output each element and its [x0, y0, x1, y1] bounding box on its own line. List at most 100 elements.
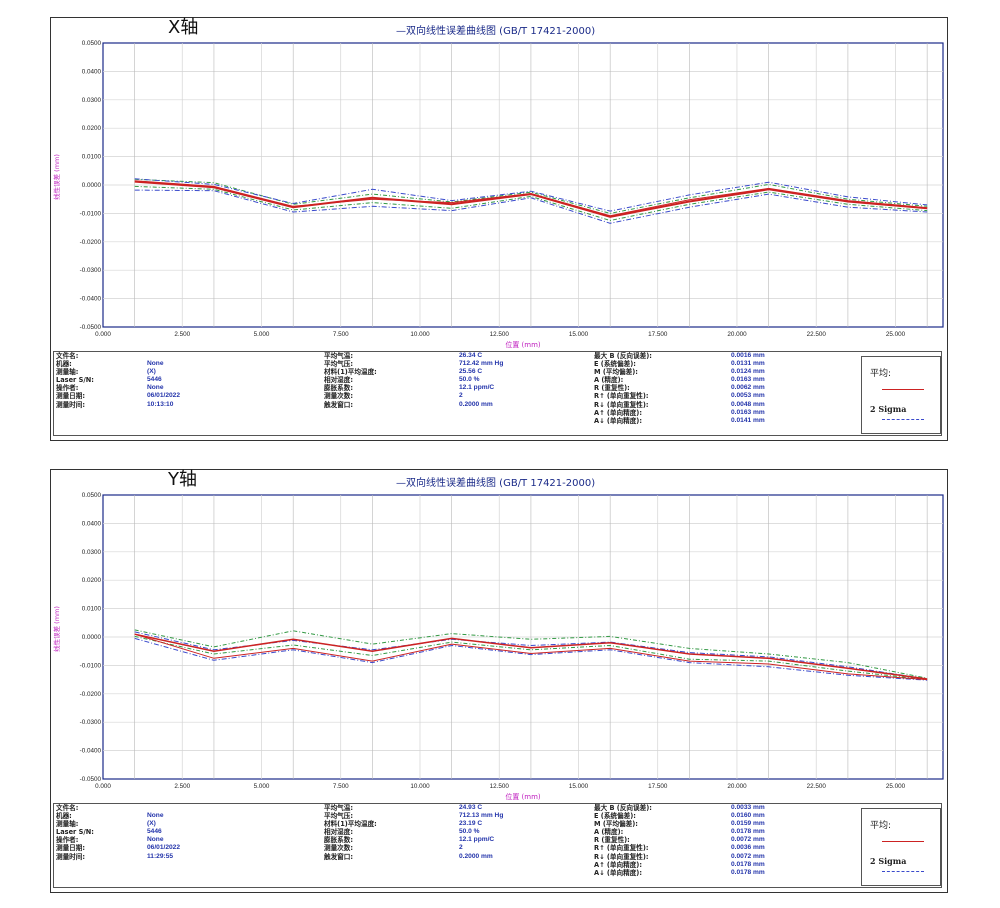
info-cell: 相对湿度: [324, 376, 354, 385]
legend-sigma-line [882, 871, 924, 872]
legend: 平均: 2 Sigma [861, 356, 941, 434]
info-col-values-2: 26.34 C 712.42 mm Hg 25.56 C 50.0 % 12.1 ppm… [459, 352, 503, 409]
info-cell: 50.0 % [459, 828, 480, 836]
info-cell: 0.0016 mm [731, 352, 765, 359]
legend: 平均: 2 Sigma [861, 808, 941, 886]
info-cell: 11:29:55 [147, 852, 174, 860]
info-cell: (X) [147, 820, 156, 828]
legend-sigma-label: 2 Sigma [870, 404, 907, 414]
info-cell: 712.42 mm Hg [459, 360, 504, 368]
series-line [134, 633, 928, 680]
info-cell: 0.0178 mm [731, 868, 765, 876]
info-cell: 24.93 C [459, 804, 483, 811]
info-cell: 0.2000 mm [459, 400, 493, 408]
y-tick-label: -0.0100 [80, 662, 102, 669]
series-line [134, 180, 928, 218]
info-cell: 0.0178 mm [731, 828, 765, 836]
y-tick-label: 0.0100 [82, 606, 102, 613]
y-tick-label: -0.0500 [80, 324, 102, 331]
info-col-labels-1: 文件名: 机器: 测量轴: Laser S/N: 操作者: 测量日期: 测量时间: [56, 352, 94, 409]
info-cell: 50.0 % [459, 376, 480, 384]
x-tick-label: 17.500 [648, 331, 668, 338]
y-tick-label: 0.0200 [82, 125, 102, 132]
y-tick-label: 0.0000 [82, 182, 102, 189]
info-cell: 2 [459, 392, 463, 400]
info-cell: 测量轴: [56, 820, 79, 829]
y-tick-label: -0.0200 [80, 239, 102, 246]
y-tick-label: 0.0400 [82, 68, 102, 75]
info-col-labels-3: 最大 B (反向误差): E (系统偏差): M (平均偏差): A (精度): R (… [594, 352, 652, 425]
info-cell: 平均气压: [324, 812, 354, 821]
info-cell: 23.19 C [459, 820, 483, 828]
x-tick-label: 22.500 [807, 783, 827, 790]
x-tick-label: 15.000 [569, 783, 589, 790]
info-col-values-1: None (X) 5446 None 06/01/2022 10:13:10 [147, 352, 180, 409]
info-cell [147, 804, 180, 812]
info-cell: 文件名: [56, 352, 79, 360]
y-axis-label: 线性误差 (mm) [52, 154, 61, 200]
chart-panel-y: Y轴 —双向线性误差曲线图 (GB/T 17421-2000) 0.0500 0.… [50, 469, 948, 894]
info-table: 文件名: 机器: 测量轴: Laser S/N: 操作者: 测量日期: 测量时间: None… [53, 351, 942, 436]
info-cell [147, 352, 180, 360]
y-tick-label: 0.0500 [82, 40, 102, 47]
info-cell: A↑ (单向精度): [594, 408, 642, 417]
info-cell: 相对湿度: [324, 828, 354, 837]
info-cell: 操作者: [56, 836, 79, 845]
y-tick-label: 0.0300 [82, 549, 102, 556]
info-cell: 最大 B (反向误差): [594, 804, 652, 812]
series-line [134, 629, 928, 679]
y-tick-label: -0.0200 [80, 691, 102, 698]
y-axis-label: 线性误差 (mm) [52, 606, 61, 652]
info-cell: Laser S/N: [56, 828, 94, 837]
info-cell: 0.0033 mm [731, 804, 765, 811]
y-tick-label: -0.0300 [80, 719, 102, 726]
x-tick-label: 15.000 [569, 331, 589, 338]
info-cell: 25.56 C [459, 368, 483, 376]
x-axis-label: 位置 (mm) [505, 792, 541, 801]
info-cell: 测量时间: [56, 400, 86, 409]
info-cell: 0.0160 mm [731, 812, 765, 820]
info-col-labels-1: 文件名: 机器: 测量轴: Laser S/N: 操作者: 测量日期: 测量时间: [56, 804, 94, 861]
y-tick-label: 0.0200 [82, 577, 102, 584]
x-tick-label: 12.500 [490, 783, 510, 790]
info-cell: E (系统偏差): [594, 360, 636, 369]
info-cell: A↑ (单向精度): [594, 860, 642, 869]
series-line [134, 635, 928, 681]
info-cell: 5446 [147, 376, 162, 384]
legend-avg-line [882, 841, 924, 842]
info-cell: 触发窗口: [324, 400, 354, 409]
info-cell: 0.0163 mm [731, 408, 765, 416]
info-col-labels-2: 平均气温: 平均气压: 材料(1)平均温度: 相对湿度: 膨胀系数: 测量次数: 触发窗口: [324, 804, 377, 861]
y-tick-label: -0.0400 [80, 296, 102, 303]
info-cell: 测量时间: [56, 852, 86, 861]
info-cell: 0.0048 mm [731, 400, 765, 408]
x-tick-label: 2.500 [174, 783, 190, 790]
info-cell: 测量次数: [324, 844, 354, 853]
info-table: 文件名: 机器: 测量轴: Laser S/N: 操作者: 测量日期: 测量时间: None… [53, 803, 942, 888]
chart-title: —双向线性误差曲线图 (GB/T 17421-2000) [396, 478, 596, 489]
info-cell: 操作者: [56, 384, 79, 393]
info-cell: 文件名: [56, 804, 79, 812]
info-cell: A (精度): [594, 376, 624, 385]
series-line [134, 178, 928, 212]
x-tick-label: 17.500 [648, 783, 668, 790]
info-cell: 机器: [56, 360, 72, 369]
info-cell: 材料(1)平均温度: [324, 368, 377, 377]
info-cell: None [147, 384, 164, 392]
info-cell: 平均气温: [324, 804, 354, 812]
info-cell: None [147, 836, 164, 844]
info-cell: 10:13:10 [147, 400, 174, 408]
axis-tag: Y轴 [168, 469, 197, 490]
legend-avg-label: 平均: [870, 369, 892, 379]
info-cell: 5446 [147, 828, 162, 836]
info-cell: 测量次数: [324, 392, 354, 401]
y-tick-label: -0.0500 [80, 776, 102, 783]
info-cell: M (平均偏差): [594, 820, 638, 829]
info-cell: R↓ (单向重复性): [594, 852, 649, 861]
info-cell: 0.0159 mm [731, 820, 765, 828]
info-cell: 测量日期: [56, 392, 86, 401]
info-cell: 膨胀系数: [324, 836, 354, 845]
x-tick-label: 10.000 [410, 783, 430, 790]
info-cell: 0.0124 mm [731, 368, 765, 376]
series-line [134, 637, 928, 681]
